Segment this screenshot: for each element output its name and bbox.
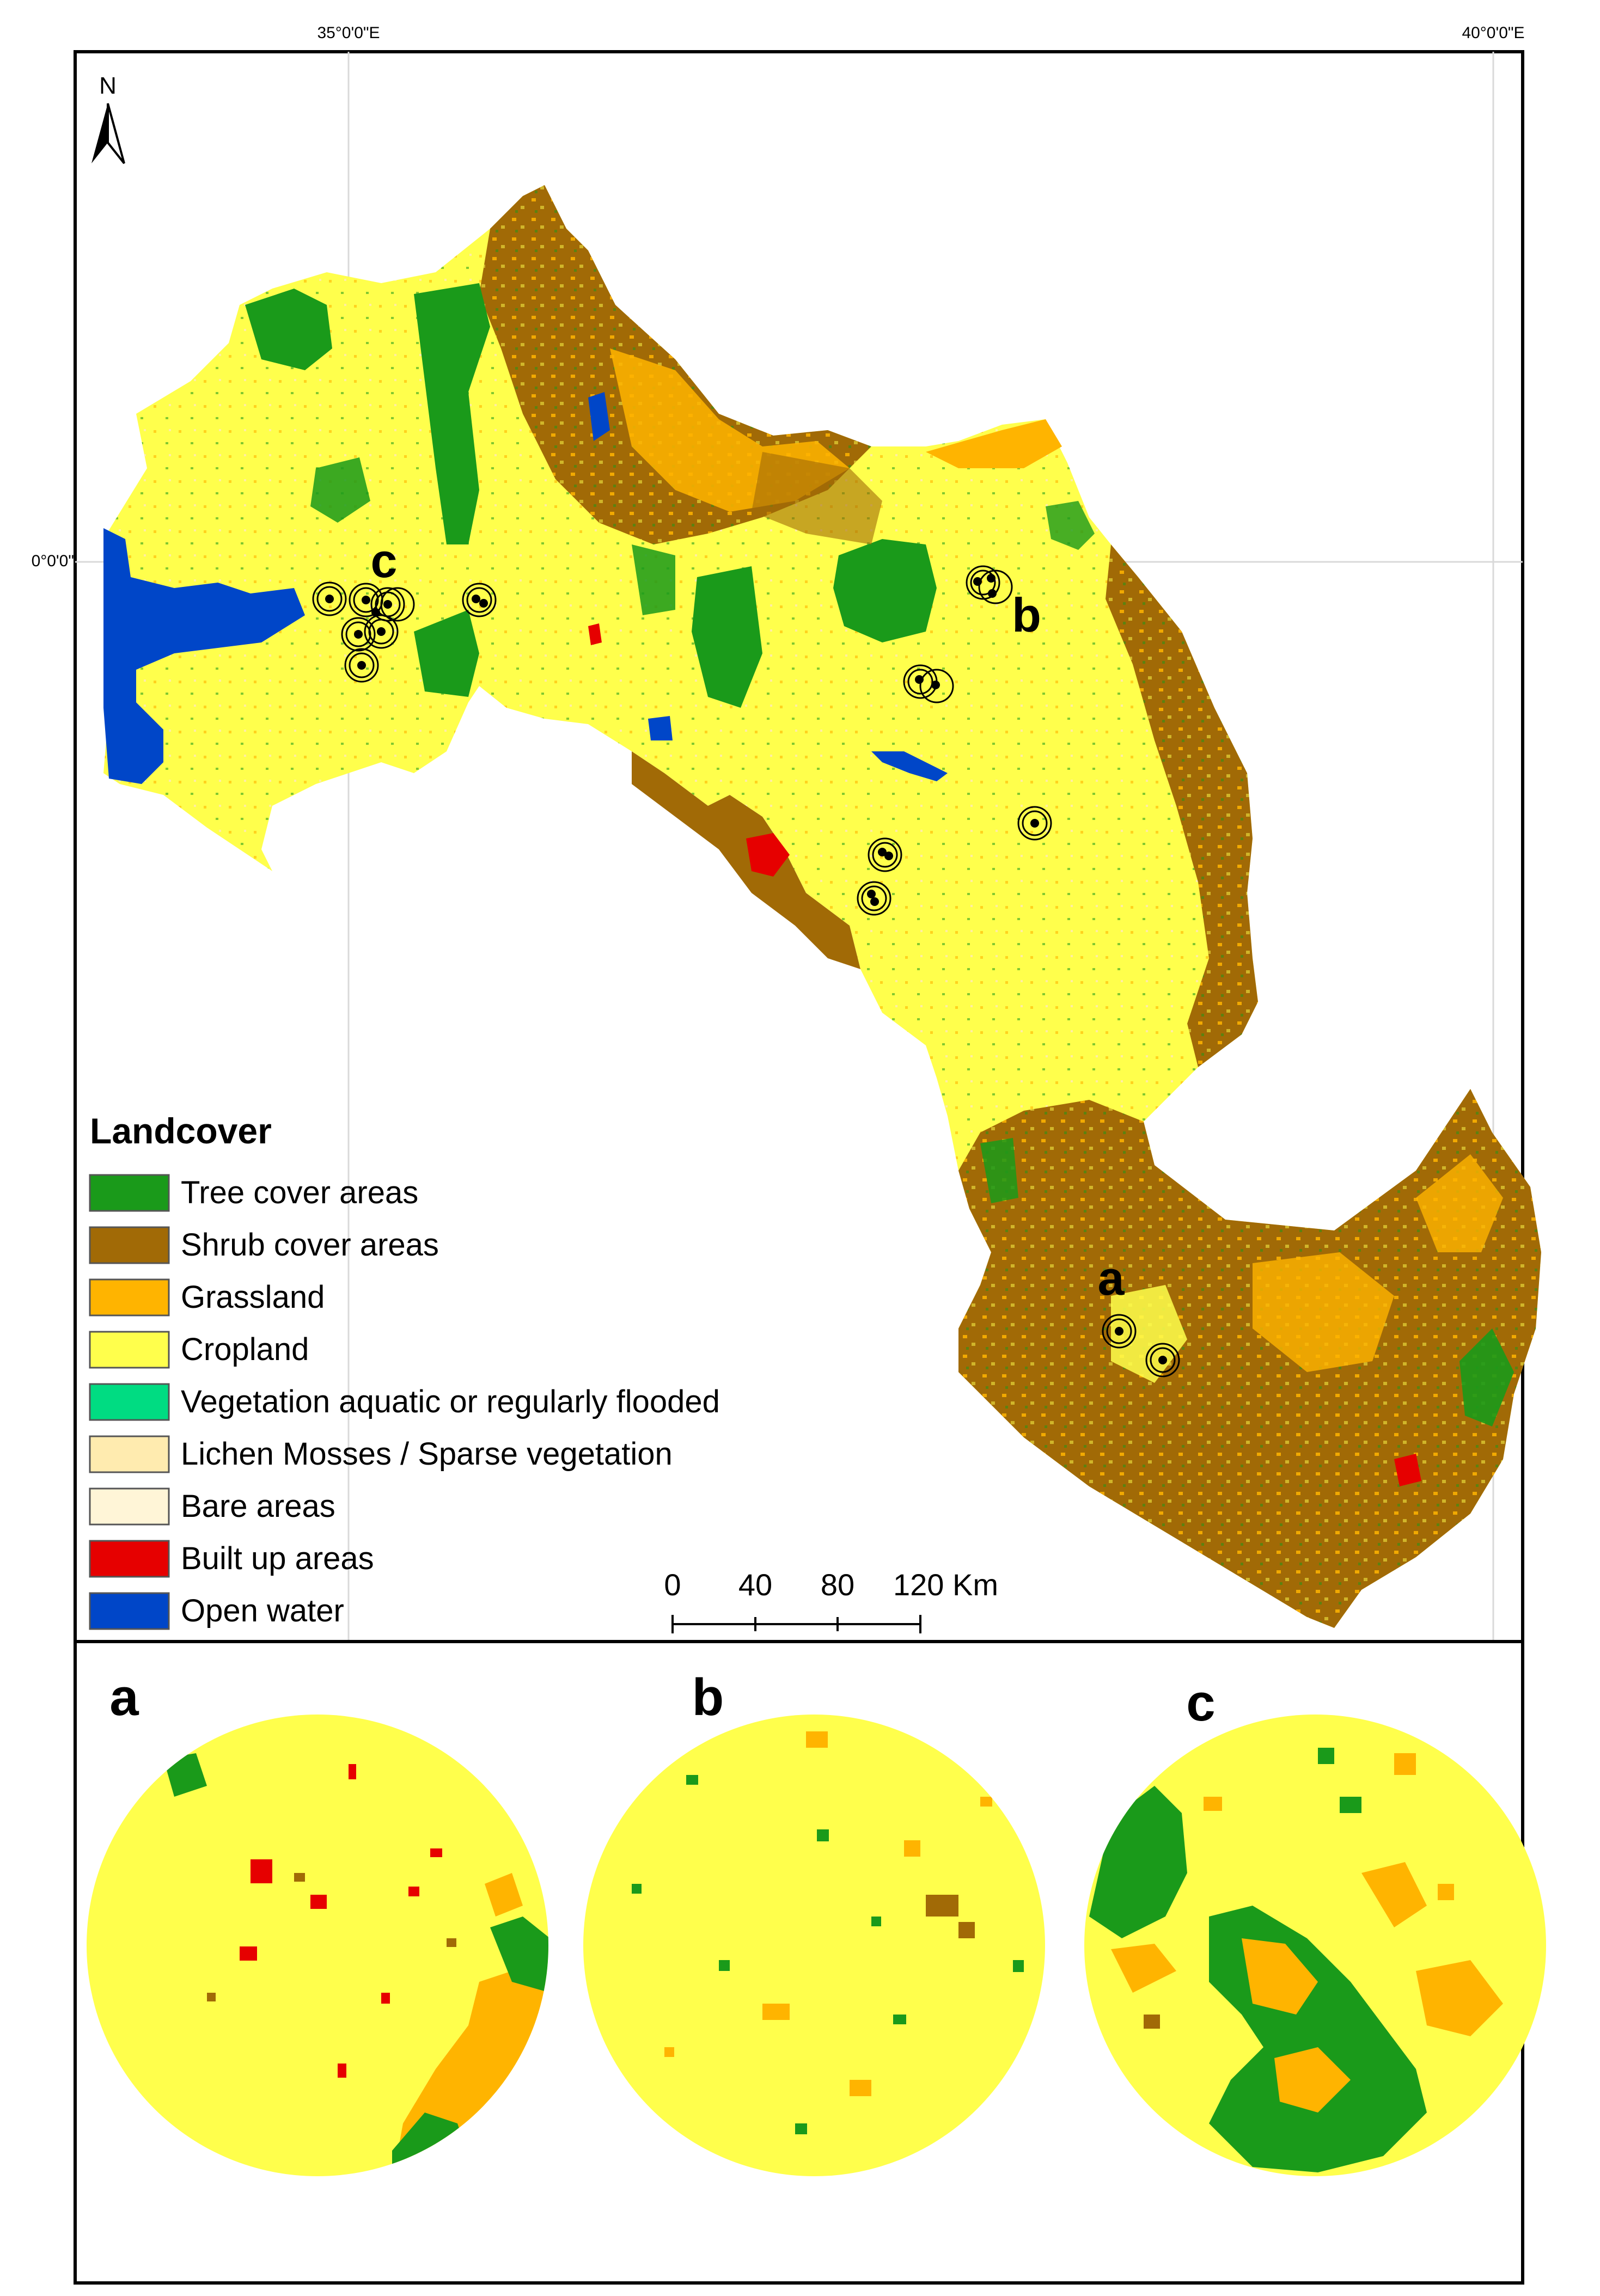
scale-tick-80: 80 [821, 1568, 854, 1602]
inset-label-b: b [692, 1668, 724, 1726]
legend-swatch [89, 1226, 170, 1264]
site-label-a: a [1098, 1251, 1125, 1305]
site-cluster-c [312, 581, 497, 683]
legend-label: Built up areas [181, 1541, 374, 1576]
inset-label-c: c [1186, 1674, 1215, 1732]
tree-cover-mountain [833, 539, 937, 642]
site-label-c: c [371, 534, 398, 587]
built-up-nairobi [746, 833, 790, 877]
inset-a-landcover [87, 1715, 548, 2176]
legend-swatch [89, 1592, 170, 1630]
graticule-label-35e: 35°0'0"E [317, 24, 380, 42]
inset-c: c [1084, 1674, 1546, 2176]
legend-swatch [89, 1487, 170, 1526]
scale-bar: 0 40 80 120 Km [664, 1568, 998, 1633]
scale-tick-0: 0 [664, 1568, 681, 1602]
inset-c-landcover [1084, 1715, 1546, 2176]
study-region-map: a b c [103, 185, 1541, 1628]
scale-tick-40: 40 [738, 1568, 772, 1602]
legend-swatch [89, 1278, 170, 1317]
site-cluster-a [1102, 1314, 1180, 1377]
ne-grassland [926, 419, 1062, 468]
inset-b: b [583, 1668, 1045, 2176]
legend-label: Lichen Mosses / Sparse vegetation [181, 1436, 673, 1472]
tree-cover-west [245, 289, 332, 370]
site-label-b: b [1012, 588, 1041, 642]
legend-label: Grassland [181, 1279, 325, 1315]
scale-tick-120: 120 Km [893, 1568, 998, 1602]
inset-b-landcover [583, 1715, 1045, 2176]
legend-label: Bare areas [181, 1489, 335, 1524]
graticule-label-40e: 40°0'0"E [1462, 24, 1524, 42]
north-arrow: N [91, 72, 125, 164]
legend-swatch [89, 1435, 170, 1473]
study-sites [312, 565, 1180, 1377]
legend-label: Vegetation aquatic or regularly flooded [181, 1384, 720, 1419]
built-up-mombasa [1394, 1454, 1421, 1486]
legend-swatch [89, 1174, 170, 1212]
legend-label: Cropland [181, 1332, 309, 1367]
legend-title: Landcover [90, 1111, 272, 1151]
legend-swatch [89, 1383, 170, 1421]
inset-label-a: a [109, 1668, 139, 1726]
graticule-label-equator: 0°0'0" [32, 552, 74, 570]
north-arrow-label: N [99, 72, 117, 99]
legend-items: Tree cover areas Shrub cover areas Grassla… [89, 1174, 720, 1630]
legend-swatch [89, 1540, 170, 1578]
legend-label: Shrub cover areas [181, 1227, 439, 1263]
lake-victoria [103, 528, 305, 784]
north-arrow-icon [91, 103, 108, 163]
legend-label: Open water [181, 1593, 344, 1628]
inset-a: a [87, 1668, 548, 2176]
legend: Landcover Tree cover areas Shrub cover ar… [89, 1111, 720, 1630]
legend-swatch [89, 1331, 170, 1369]
rift-shrub-slope [632, 751, 860, 969]
legend-label: Tree cover areas [181, 1175, 418, 1210]
site-dots [325, 574, 1167, 1364]
